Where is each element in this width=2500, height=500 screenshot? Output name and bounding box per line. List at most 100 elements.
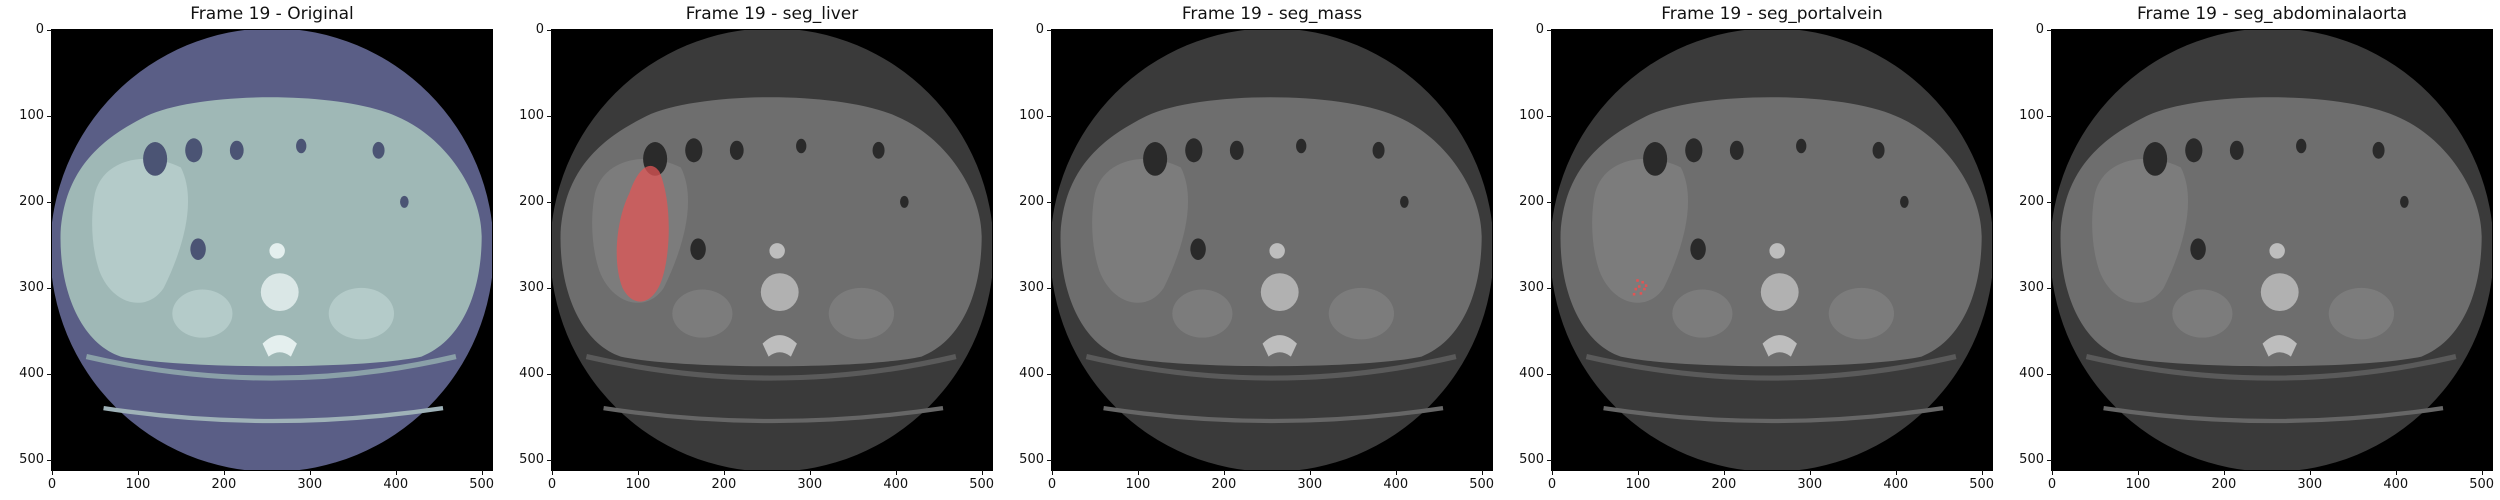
x-tick-label: 100 [125, 477, 151, 492]
x-tick-mark [723, 470, 725, 475]
y-tick-label: 100 [519, 107, 544, 123]
liver-region [2092, 158, 2189, 303]
x-tick-mark [981, 470, 983, 475]
y-tick-label: 500 [2019, 451, 2044, 467]
air-pocket [1185, 138, 1203, 163]
table-line-lower [1103, 406, 1444, 424]
y-tick-mark [547, 115, 552, 117]
y-tick-label: 200 [1019, 193, 1044, 209]
y-tick-mark [2047, 287, 2052, 289]
table-line-lower [603, 406, 944, 424]
y-tick-label: 300 [19, 279, 44, 295]
y-tick-label: 100 [2019, 107, 2044, 123]
spinous-process [762, 335, 797, 357]
y-tick-label: 500 [1019, 451, 1044, 467]
air-pocket [2185, 138, 2203, 163]
x-tick-label: 0 [547, 477, 557, 492]
table-line-lower [2103, 406, 2444, 424]
x-tick-mark [1481, 470, 1483, 475]
y-tick-mark [47, 459, 52, 461]
kidney-right [1672, 289, 1733, 338]
spinous-process [1762, 335, 1797, 357]
kidney-left [1828, 287, 1895, 340]
x-tick-label: 0 [1047, 477, 1057, 492]
y-tick-mark [1547, 373, 1552, 375]
ct-slice-image [1552, 30, 1992, 470]
x-tick-mark [1809, 470, 1811, 475]
air-pocket [1372, 141, 1385, 159]
kidney-right [672, 289, 733, 338]
y-tick-mark [1547, 287, 1552, 289]
y-tick-mark [47, 373, 52, 375]
aorta [1269, 243, 1285, 259]
air-pocket [690, 238, 706, 260]
x-tick-mark [137, 470, 139, 475]
y-tick-label: 200 [519, 193, 544, 209]
x-tick-mark [309, 470, 311, 475]
x-tick-mark [809, 470, 811, 475]
y-tick-mark [1047, 201, 1052, 203]
y-tick-mark [1047, 30, 1052, 31]
air-pocket [2296, 138, 2307, 154]
overlay-pixel [1639, 292, 1643, 295]
x-tick-label: 500 [969, 477, 995, 492]
vertebra [1760, 273, 1799, 312]
air-pocket [1643, 142, 1668, 176]
y-tick-mark [2047, 373, 2052, 375]
y-tick-mark [1547, 30, 1552, 31]
air-pocket [1143, 142, 1168, 176]
y-tick-label: 200 [19, 193, 44, 209]
x-tick-mark [2481, 470, 2483, 475]
y-tick-mark [2047, 201, 2052, 203]
x-tick-mark [1309, 470, 1311, 475]
overlay-pixel [1632, 292, 1636, 296]
x-tick-mark [1052, 470, 1053, 475]
aorta [2269, 243, 2285, 259]
air-pocket [1872, 141, 1885, 159]
x-tick-label: 200 [2211, 477, 2237, 492]
ct-slice-image [2052, 30, 2492, 470]
air-pocket [796, 138, 807, 154]
overlay-pixel [1634, 287, 1638, 291]
x-tick-mark [1137, 470, 1139, 475]
air-pocket [1296, 138, 1307, 154]
portalvein-mask-overlay [1632, 279, 1648, 296]
vertebra [760, 273, 799, 312]
x-tick-mark [637, 470, 639, 475]
y-tick-label: 400 [19, 365, 44, 381]
y-tick-mark [547, 373, 552, 375]
air-pocket [2372, 141, 2385, 159]
x-tick-label: 400 [1883, 477, 1909, 492]
ct-image-axes [551, 29, 993, 471]
air-pocket [729, 140, 744, 160]
y-tick-label: 200 [1519, 193, 1544, 209]
air-pocket [1400, 195, 1409, 208]
x-tick-mark [1981, 470, 1983, 475]
y-tick-label: 300 [2019, 279, 2044, 295]
ct-slice-image [52, 30, 492, 470]
x-tick-label: 400 [883, 477, 909, 492]
y-tick-label: 300 [519, 279, 544, 295]
table-line [1085, 354, 1457, 381]
y-tick-mark [1547, 459, 1552, 461]
x-tick-label: 400 [2383, 477, 2409, 492]
y-tick-mark [47, 287, 52, 289]
panel-title: Frame 19 - seg_liver [685, 4, 859, 24]
air-pocket [1796, 138, 1807, 154]
x-tick-label: 0 [2047, 477, 2057, 492]
x-tick-label: 100 [1625, 477, 1651, 492]
y-tick-mark [1047, 115, 1052, 117]
y-tick-label: 200 [2019, 193, 2044, 209]
x-tick-mark [1723, 470, 1725, 475]
vertebra [2260, 273, 2299, 312]
y-tick-mark [2047, 459, 2052, 461]
panel-title: Frame 19 - seg_abdominalaorta [2136, 4, 2408, 24]
x-tick-label: 500 [469, 477, 495, 492]
y-tick-label: 100 [1519, 107, 1544, 123]
x-tick-mark [552, 470, 553, 475]
x-tick-mark [395, 470, 397, 475]
x-tick-label: 200 [711, 477, 737, 492]
table-line [85, 354, 457, 381]
x-tick-label: 500 [2469, 477, 2495, 492]
